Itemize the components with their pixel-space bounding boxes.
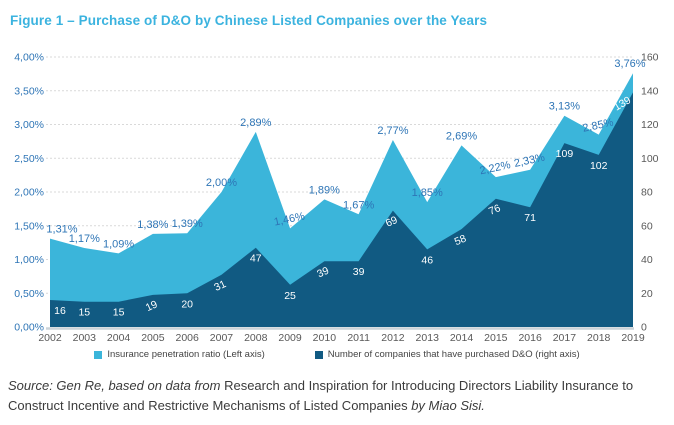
companies-value-label: 76: [487, 202, 502, 218]
year-label: 2009: [278, 332, 302, 344]
left-axis-tick: 1,00%: [14, 254, 44, 266]
left-axis-tick: 4,00%: [14, 52, 44, 64]
companies-value-label: 15: [78, 307, 90, 319]
left-axis-tick: 0,00%: [14, 322, 44, 334]
companies-value-label: 16: [54, 305, 66, 317]
penetration-value-label: 1,85%: [412, 187, 443, 199]
penetration-value-label: 1,38%: [137, 219, 168, 231]
year-label: 2011: [347, 332, 370, 344]
companies-value-label: 47: [250, 253, 262, 265]
legend-label-companies: Number of companies that have purchased …: [327, 349, 580, 360]
penetration-value-label: 1,17%: [69, 233, 100, 245]
right-axis-tick: 120: [641, 119, 659, 131]
penetration-value-label: 2,22%: [479, 159, 512, 177]
companies-value-label: 31: [212, 278, 228, 294]
penetration-value-label: 2,77%: [377, 125, 408, 137]
left-axis-labels: 4,00% 3,50% 3,00% 2,50% 2,00% 1,50% 1,00% 0,50%…: [14, 52, 44, 334]
companies-value-label: 69: [384, 214, 400, 230]
companies-value-label: 46: [421, 254, 433, 266]
penetration-value-label: 1,31%: [46, 224, 77, 236]
year-label: 2013: [416, 332, 440, 344]
companies-value-label: 109: [556, 148, 574, 160]
right-axis-tick: 0: [641, 322, 647, 334]
area-chart: 4,00% 3,50% 3,00% 2,50% 2,00% 1,50% 1,00% 0,50%…: [14, 52, 659, 345]
penetration-value-label: 3,13%: [549, 101, 580, 113]
year-label: 2016: [518, 332, 542, 344]
companies-value-label: 15: [113, 307, 125, 319]
companies-value-label: 102: [590, 160, 608, 172]
companies-value-label: 20: [181, 298, 193, 310]
legend-label-penetration: Insurance penetration ratio (Left axis): [107, 349, 265, 360]
penetration-value-label: 3,76%: [614, 58, 645, 70]
left-axis-tick: 3,50%: [14, 85, 44, 97]
legend-swatch-penetration-icon: [94, 350, 103, 359]
right-axis-labels: 160 140 120 100 80 60 40 20 0: [641, 52, 659, 334]
companies-area: [50, 92, 633, 328]
right-axis-tick: 140: [641, 85, 659, 97]
right-axis-tick: 160: [641, 52, 659, 64]
companies-value-label: 25: [284, 290, 296, 302]
year-label: 2008: [244, 332, 268, 344]
penetration-value-label: 1,89%: [309, 184, 340, 196]
year-label: 2012: [381, 332, 405, 344]
year-label: 2002: [38, 332, 62, 344]
penetration-value-label: 1,09%: [103, 238, 134, 250]
right-axis-tick: 100: [641, 153, 659, 165]
left-axis-tick: 2,50%: [14, 153, 44, 165]
year-label: 2015: [484, 332, 508, 344]
source-note: Source: Gen Re, based on data from Resea…: [8, 376, 656, 415]
source-author: by Miao Sisi.: [411, 397, 485, 413]
left-axis-tick: 2,00%: [14, 187, 44, 199]
penetration-labels: 1,31%1,17% 1,09%1,38% 1,39%2,00%2,89%1,46%…: [46, 58, 645, 250]
companies-value-label: 58: [453, 233, 468, 249]
left-axis-tick: 0,50%: [14, 288, 44, 300]
year-label: 2006: [175, 332, 199, 344]
right-axis-tick: 60: [641, 220, 653, 232]
figure-title: Figure 1 – Purchase of D&O by Chinese Li…: [10, 13, 488, 28]
year-label: 2003: [73, 332, 97, 344]
year-label: 2004: [107, 332, 131, 344]
year-label: 2017: [553, 332, 577, 344]
source-prefix: Source: Gen Re, based on data from: [8, 378, 225, 393]
penetration-value-label: 2,69%: [446, 130, 477, 142]
companies-value-label: 39: [315, 264, 331, 280]
year-label: 2007: [210, 332, 234, 344]
penetration-value-label: 1,67%: [343, 199, 374, 211]
right-axis-tick: 40: [641, 254, 653, 266]
companies-value-label: 39: [353, 266, 365, 278]
legend-item-companies: Number of companies that have purchased …: [314, 349, 580, 360]
chart-legend: Insurance penetration ratio (Left axis) …: [0, 349, 674, 360]
penetration-value-label: 2,00%: [206, 177, 237, 189]
companies-value-label: 71: [524, 212, 536, 224]
penetration-value-label: 2,89%: [240, 117, 271, 129]
year-label: 2018: [587, 332, 611, 344]
right-axis-tick: 80: [641, 187, 653, 199]
left-axis-tick: 3,00%: [14, 119, 44, 131]
year-label: 2019: [621, 332, 645, 344]
left-axis-tick: 1,50%: [14, 220, 44, 232]
source-reference-title: Research and Inspiration for Introducing…: [8, 378, 634, 413]
companies-value-label: 19: [144, 298, 160, 314]
year-label: 2005: [141, 332, 165, 344]
legend-item-penetration: Insurance penetration ratio (Left axis): [94, 349, 265, 360]
year-label: 2014: [450, 332, 474, 344]
x-axis-labels: 2002 2003 2004 2005 2006 2007 2008 2009 2010 2011…: [38, 332, 645, 344]
penetration-value-label: 1,39%: [172, 218, 203, 230]
year-label: 2010: [313, 332, 337, 344]
legend-swatch-companies-icon: [314, 350, 323, 359]
right-axis-tick: 20: [641, 288, 653, 300]
